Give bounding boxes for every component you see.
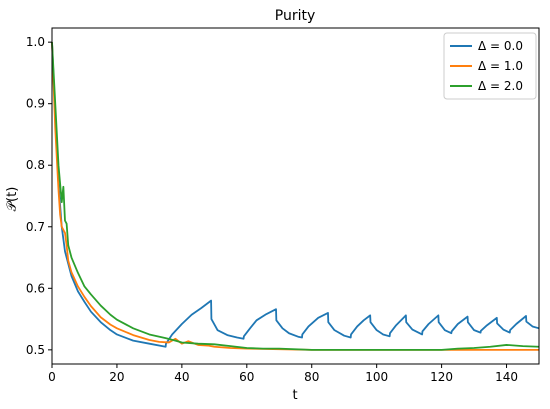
x-tick-label: 60 bbox=[239, 370, 254, 384]
legend-label-2: Δ = 1.0 bbox=[478, 59, 523, 73]
chart-title: Purity bbox=[275, 8, 316, 24]
x-tick-label: 140 bbox=[495, 370, 518, 384]
legend-box bbox=[443, 32, 537, 100]
legend-label-1: Δ = 0.0 bbox=[478, 39, 523, 53]
x-tick-label: 120 bbox=[430, 370, 453, 384]
legend-label-3: Δ = 2.0 bbox=[478, 79, 523, 93]
y-tick-label: 0.8 bbox=[26, 158, 45, 172]
y-tick-label: 1.0 bbox=[26, 35, 45, 49]
y-tick-label: 0.5 bbox=[26, 343, 45, 357]
x-tick-label: 100 bbox=[365, 370, 388, 384]
plot-area bbox=[51, 42, 540, 351]
series-line-3 bbox=[51, 42, 540, 351]
legend: Δ = 0.0 Δ = 1.0 Δ = 2.0 bbox=[443, 32, 537, 100]
x-tick-label: 20 bbox=[109, 370, 124, 384]
y-tick-label: 0.9 bbox=[26, 97, 45, 111]
axis-ticks: 0 20 40 60 80 100 120 140 0.5 0.6 0.7 0.8 0.9 1.0 bbox=[26, 35, 518, 384]
x-tick-label: 40 bbox=[174, 370, 189, 384]
x-axis-label: t bbox=[292, 388, 297, 403]
y-tick-label: 0.6 bbox=[26, 281, 45, 295]
x-tick-label: 0 bbox=[48, 370, 56, 384]
plot-frame bbox=[51, 27, 540, 365]
y-tick-label: 0.7 bbox=[26, 220, 45, 234]
series-line-1 bbox=[51, 42, 540, 348]
x-tick-label: 80 bbox=[304, 370, 319, 384]
y-axis-label: 𝒫(t) bbox=[5, 187, 20, 212]
